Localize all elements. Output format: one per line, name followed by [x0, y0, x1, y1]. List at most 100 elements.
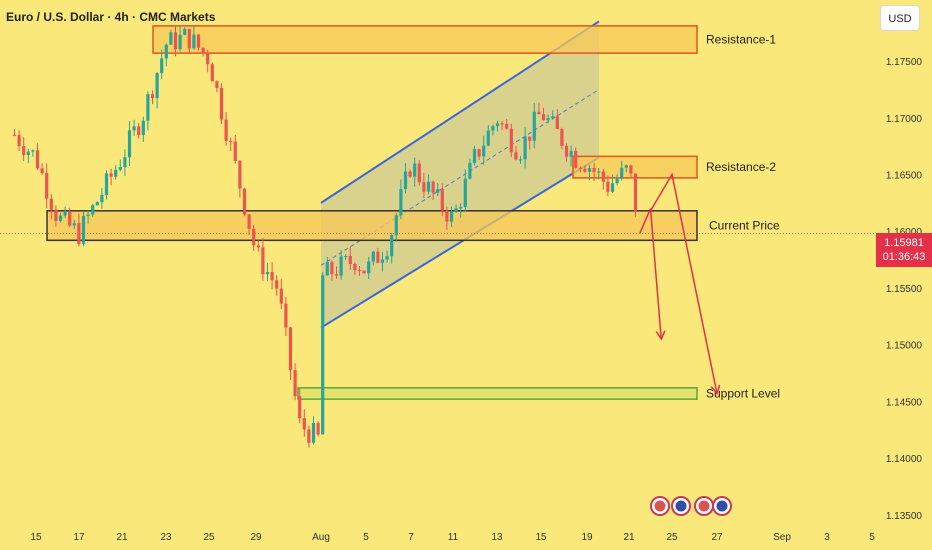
candle-body [238, 160, 242, 189]
symbol-title: Euro / U.S. Dollar · 4h · CMC Markets [6, 10, 216, 24]
candle-body [541, 114, 546, 121]
candle-body [491, 126, 495, 131]
resistance-1-zone [152, 25, 698, 54]
candle-body [564, 145, 569, 157]
x-tick-label: 3 [824, 532, 830, 543]
candle-body [58, 215, 63, 221]
candle-body [472, 149, 477, 163]
candle-body [275, 280, 279, 289]
resistance-1-zone-label: Resistance-1 [706, 32, 776, 46]
candle-body [601, 171, 605, 182]
candle-body [551, 116, 555, 119]
flag-icon-inner [698, 500, 710, 512]
candle-body [436, 189, 440, 193]
y-tick-label: 1.17500 [886, 57, 923, 68]
candle-body [482, 145, 486, 157]
candle-body [247, 214, 251, 229]
candle-body [302, 418, 306, 430]
y-tick-label: 1.16500 [886, 171, 923, 182]
candle-body [426, 181, 431, 192]
candle-body [413, 163, 417, 177]
candle-body [229, 140, 233, 142]
x-tick-label: 17 [73, 532, 85, 543]
candle-body [77, 223, 81, 244]
x-tick-label: 5 [869, 532, 875, 543]
candle-body [620, 167, 624, 179]
candle-body [150, 94, 155, 99]
projection-path-1 [639, 208, 662, 340]
candle-body [81, 215, 86, 244]
candle-body [54, 209, 58, 221]
candle-body [123, 157, 127, 168]
candle-body [362, 270, 366, 274]
candle-body [454, 208, 458, 212]
candle-body [155, 73, 159, 99]
candle-body [486, 130, 490, 146]
candle-body [399, 189, 403, 216]
candle-body [265, 272, 270, 275]
candle-body [164, 44, 168, 59]
candle-body [357, 270, 362, 272]
candle-body [505, 123, 509, 129]
candle-body [95, 202, 99, 206]
candle-body [532, 111, 536, 141]
candle-body [206, 52, 210, 65]
candle-body [624, 165, 628, 168]
candle-body [173, 32, 178, 50]
candle-body [219, 87, 224, 120]
candle-body [537, 111, 541, 115]
candle-body [311, 422, 316, 443]
candle-body [546, 118, 550, 121]
candle-body [137, 126, 141, 135]
candle-body [12, 134, 17, 136]
candle-body [284, 303, 288, 328]
candle-body [298, 396, 302, 419]
candle-body [560, 129, 564, 146]
current-price-zone [46, 210, 698, 242]
candle-body [500, 123, 504, 125]
candle-body [49, 198, 53, 210]
candle-body [26, 151, 30, 156]
candle-body [330, 262, 334, 275]
candle-body [72, 223, 76, 226]
x-tick-label: 27 [711, 532, 723, 543]
currency-selector[interactable]: USD [880, 5, 920, 31]
x-tick-label: Sep [773, 532, 791, 543]
candle-body [615, 178, 619, 184]
candle-body [196, 34, 201, 48]
candle-body [252, 228, 256, 246]
x-tick-label: 21 [623, 532, 635, 543]
candle-body [583, 168, 587, 172]
candle-body [403, 171, 408, 190]
candle-body [17, 135, 21, 147]
candle-body [422, 182, 426, 192]
candle-body [288, 327, 293, 371]
candle-body [201, 47, 205, 53]
candle-body [132, 126, 136, 131]
x-tick-label: 5 [363, 532, 369, 543]
x-tick-label: 7 [408, 532, 414, 543]
candle-body [63, 211, 67, 216]
candle-body [35, 150, 40, 169]
candle-body [127, 130, 132, 158]
candle-body [394, 215, 398, 236]
flag-icon-inner [675, 500, 687, 512]
x-tick-label: 15 [30, 532, 42, 543]
candle-body [279, 288, 283, 304]
candle-body [242, 188, 247, 215]
x-tick-label: 11 [448, 532, 459, 543]
y-tick-label: 1.17000 [886, 114, 923, 125]
candle-body [339, 256, 343, 276]
candle-body [390, 235, 394, 257]
candle-body [578, 167, 582, 169]
candle-body [408, 171, 412, 177]
candle-body [100, 195, 104, 203]
current-price-zone-label: Current Price [709, 219, 780, 233]
candle-body [307, 429, 311, 443]
candle-body [40, 168, 44, 174]
candle-body [477, 149, 481, 157]
y-tick-label: 1.14500 [886, 397, 923, 408]
y-tick-label: 1.13500 [886, 511, 923, 522]
flag-icon-inner [654, 500, 666, 512]
